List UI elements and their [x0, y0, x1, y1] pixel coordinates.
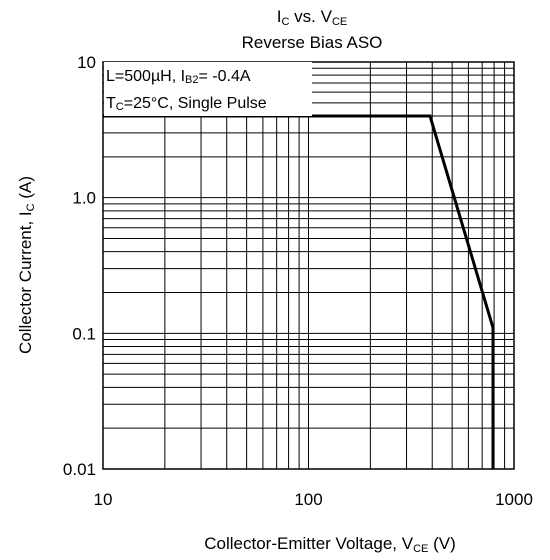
y-tick-label: 10 — [77, 53, 96, 72]
chart-title-line-2: Reverse Bias ASO — [242, 33, 383, 52]
annotation-line-2: TC=25°C, Single Pulse — [106, 95, 267, 113]
chart-title-line-1: IC vs. VCE — [277, 7, 347, 28]
x-axis-label: Collector-Emitter Voltage, VCE (V) — [204, 534, 455, 555]
annotation-background — [104, 62, 312, 116]
x-tick-label: 10 — [94, 490, 113, 509]
x-tick-label: 1000 — [495, 490, 533, 509]
tick-labels: 10 100 1000 0.01 0.1 1.0 10 — [63, 53, 533, 509]
y-tick-label: 1.0 — [72, 189, 96, 208]
annotation-line-1: L=500µH, IB2= -0.4A — [106, 68, 251, 86]
grid — [103, 62, 514, 469]
y-tick-label: 0.01 — [63, 460, 96, 479]
y-axis-label: Collector Current, IC (A) — [16, 176, 37, 354]
x-tick-label: 100 — [294, 490, 322, 509]
y-tick-label: 0.1 — [72, 324, 96, 343]
